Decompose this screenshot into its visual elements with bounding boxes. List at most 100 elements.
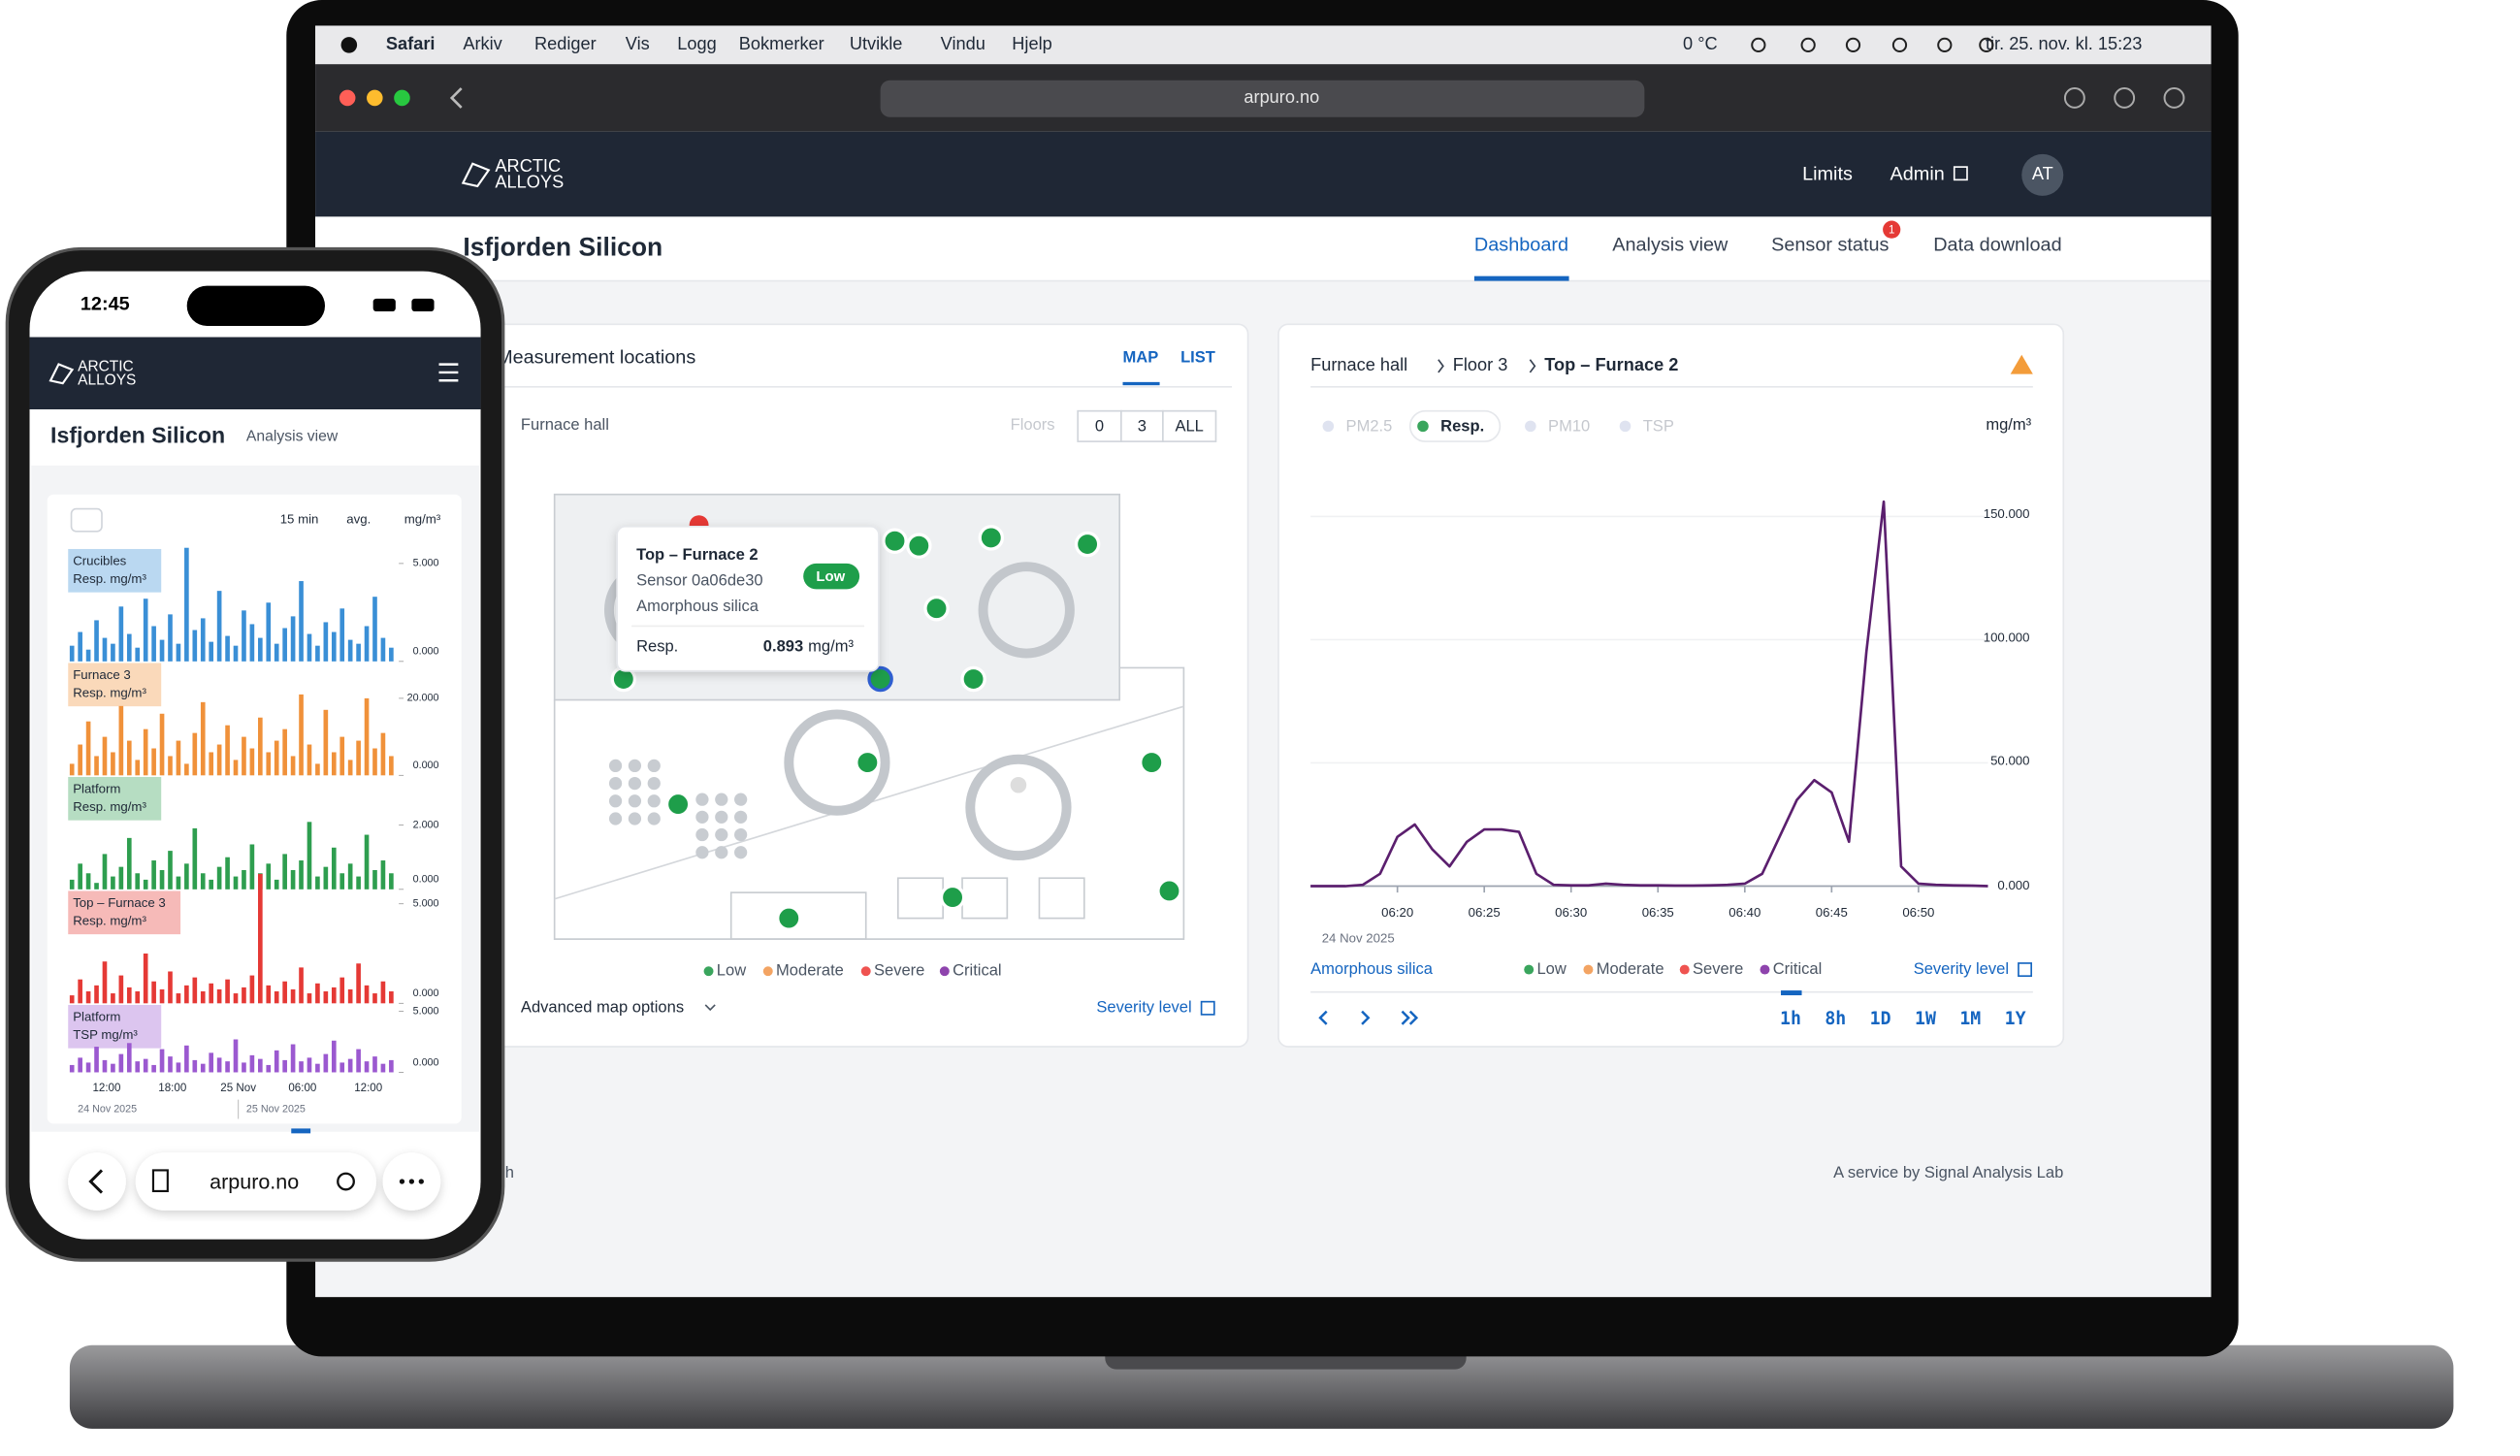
- back-button[interactable]: [449, 87, 463, 109]
- menu-item[interactable]: Arkiv: [463, 34, 502, 53]
- menu-item[interactable]: Logg: [677, 34, 716, 53]
- nav-arrow[interactable]: [1401, 1010, 1419, 1025]
- severity-link[interactable]: Severity level: [1096, 998, 1191, 1017]
- severity-link[interactable]: Severity level: [1914, 959, 2009, 978]
- view-toggle[interactable]: LIST: [1180, 347, 1215, 366]
- phone-bar: [126, 1043, 132, 1073]
- phone-bar: [372, 748, 377, 776]
- phone-bar: [69, 879, 75, 890]
- sensor-dot[interactable]: [664, 791, 692, 818]
- tab[interactable]: Analysis view: [1612, 234, 1728, 255]
- phone-x-tick: 12:00: [92, 1083, 120, 1094]
- phone-bar: [331, 752, 337, 776]
- credit: A service by Signal Analysis Lab: [1833, 1163, 2063, 1181]
- phone-bar: [233, 876, 239, 890]
- metric-toggle[interactable]: TSP: [1643, 417, 1674, 436]
- nav-arrow[interactable]: [1361, 1010, 1371, 1025]
- phone-subtitle[interactable]: Analysis view: [246, 428, 339, 444]
- menu-item[interactable]: Vindu: [941, 34, 985, 53]
- phone-bar: [380, 860, 386, 890]
- phone-bar: [307, 993, 312, 1004]
- phone-url-bar[interactable]: [135, 1152, 376, 1211]
- reload-icon[interactable]: [337, 1172, 355, 1191]
- phone-bar: [331, 1040, 337, 1073]
- sensor-dot[interactable]: [939, 884, 966, 911]
- phone-bar: [389, 756, 394, 776]
- range-button[interactable]: 1D: [1870, 1009, 1891, 1029]
- sensor-dot[interactable]: [960, 665, 986, 693]
- phone-time: 12:45: [81, 294, 130, 315]
- floor-button[interactable]: [1162, 409, 1217, 442]
- sensor-dot-selected[interactable]: [867, 665, 893, 693]
- phone-bar: [85, 649, 91, 662]
- phone-control[interactable]: avg.: [346, 512, 371, 527]
- phone-control[interactable]: 15 min: [280, 512, 319, 527]
- phone-back-arrow: [88, 1169, 104, 1194]
- range-button[interactable]: 8h: [1825, 1009, 1846, 1029]
- legend-label: Moderate: [1597, 959, 1664, 978]
- list-icon[interactable]: [70, 507, 103, 533]
- window-minimize[interactable]: [367, 89, 383, 107]
- sensor-dot[interactable]: [1139, 749, 1165, 776]
- sensor-dot[interactable]: [776, 905, 802, 931]
- menu-item[interactable]: Vis: [626, 34, 650, 53]
- menu-item[interactable]: Rediger: [534, 34, 597, 53]
- range-button[interactable]: 1W: [1915, 1009, 1936, 1029]
- menu-item[interactable]: Bokmerker: [739, 34, 824, 53]
- phone-bar: [118, 975, 124, 1004]
- sensor-dot[interactable]: [1007, 773, 1030, 796]
- phone-header: [29, 337, 481, 410]
- phone-y-tick: 2.000: [413, 819, 439, 830]
- phone-bar: [323, 709, 329, 776]
- toolbar-icon[interactable]: [2114, 87, 2136, 109]
- phone-bar: [135, 991, 141, 1004]
- window-zoom[interactable]: [394, 89, 410, 107]
- nav-arrow[interactable]: [1318, 1010, 1328, 1025]
- breadcrumb[interactable]: Floor 3: [1453, 355, 1508, 374]
- window-close[interactable]: [339, 89, 356, 107]
- nav-link[interactable]: Limits: [1802, 164, 1853, 185]
- url-bar[interactable]: [880, 80, 1645, 117]
- menu-item[interactable]: Hjelp: [1012, 34, 1051, 53]
- phone-back[interactable]: [68, 1152, 126, 1211]
- phone-bar: [249, 748, 255, 776]
- avatar[interactable]: [2021, 153, 2064, 196]
- tab[interactable]: Sensor status: [1771, 234, 1889, 255]
- menu-item[interactable]: Utvikle: [850, 34, 903, 53]
- toolbar-icon[interactable]: [2163, 87, 2185, 109]
- material-link[interactable]: Amorphous silica: [1310, 959, 1434, 978]
- range-button[interactable]: 1M: [1959, 1009, 1981, 1029]
- tab[interactable]: Data download: [1933, 234, 2061, 255]
- advanced-options[interactable]: Advanced map options: [521, 998, 684, 1017]
- sensor-dot[interactable]: [923, 595, 950, 622]
- metric-toggle[interactable]: Resp.: [1440, 417, 1484, 436]
- sensor-dot[interactable]: [882, 528, 908, 554]
- phone-bar: [249, 844, 255, 890]
- phone-bar: [102, 961, 108, 1004]
- floor-button[interactable]: [1120, 409, 1164, 442]
- nav-link[interactable]: Admin: [1890, 164, 1945, 185]
- toolbar-icon[interactable]: [2063, 87, 2085, 109]
- range-button[interactable]: 1Y: [2005, 1009, 2026, 1029]
- range-button[interactable]: 1h: [1780, 1009, 1801, 1029]
- sensor-dot[interactable]: [1074, 531, 1101, 558]
- metric-chip[interactable]: [1408, 409, 1502, 442]
- tab[interactable]: Dashboard: [1474, 234, 1568, 255]
- metric-toggle[interactable]: PM2.5: [1346, 417, 1393, 436]
- breadcrumb[interactable]: Furnace hall: [1310, 355, 1407, 374]
- phone-bar: [315, 1063, 320, 1073]
- sensor-dot[interactable]: [855, 749, 881, 776]
- phone-bar: [216, 1057, 222, 1073]
- metric-toggle[interactable]: PM10: [1548, 417, 1590, 436]
- status-icon: [1937, 37, 1953, 52]
- sensor-dot[interactable]: [906, 533, 932, 559]
- sensor-dot[interactable]: [1156, 878, 1182, 904]
- sensor-dot[interactable]: [978, 525, 1005, 551]
- phone-y-tick: 5.000: [413, 898, 439, 910]
- map-seat: [734, 827, 748, 842]
- tooltip-unit: mg/m³: [808, 636, 854, 655]
- view-toggle[interactable]: MAP: [1123, 347, 1159, 366]
- legend-label: Severe: [1693, 959, 1743, 978]
- menu-app[interactable]: Safari: [386, 34, 436, 53]
